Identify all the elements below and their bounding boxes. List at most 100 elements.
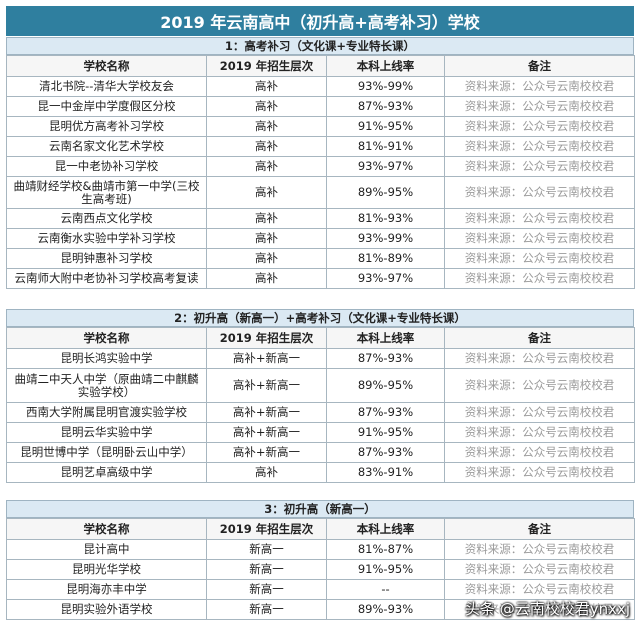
section-heading: 2：初升高（新高一）+高考补习（文化课+专业特长课） (6, 309, 634, 327)
table-row: 昆计高中 新高一 81%-87% 资料来源：公众号云南校校君 (6, 539, 635, 560)
school-name-cell: 昆明海亦丰中学 (6, 579, 207, 600)
table-row: 曲靖财经学校&曲靖市第一中学(三校生高考班) 高补 89%-95% 资料来源：公众号云… (6, 176, 635, 209)
note-cell: 资料来源：公众号云南校校君 (444, 76, 635, 97)
school-name-cell: 云南师大附中老协补习学校高考复读 (6, 268, 207, 289)
note-cell: 资料来源：公众号云南校校君 (444, 422, 635, 443)
table-row: 曲靖二中天人中学（原曲靖二中麒麟实验学校） 高补+新高一 89%-95% 资料来源：公… (6, 368, 635, 403)
table-row: 昆明钟惠补习学校 高补 81%-89% 资料来源：公众号云南校校君 (6, 248, 635, 269)
note-cell: 资料来源：公众号云南校校君 (444, 176, 635, 209)
column-header: 本科上线率 (326, 55, 445, 77)
enrollment-level-cell: 高补 (206, 76, 327, 97)
column-header: 本科上线率 (326, 327, 445, 349)
pass-rate-cell: 91%-95% (326, 116, 445, 137)
table-row: 昆明长鸿实验中学 高补+新高一 87%-93% 资料来源：公众号云南校校君 (6, 348, 635, 369)
school-name-cell: 昆明实验外语学校 (6, 599, 207, 620)
school-name-cell: 昆明优方高考补习学校 (6, 116, 207, 137)
pass-rate-cell: 83%-91% (326, 462, 445, 483)
pass-rate-cell: 91%-95% (326, 422, 445, 443)
enrollment-level-cell: 高补 (206, 462, 327, 483)
enrollment-level-cell: 高补 (206, 96, 327, 117)
column-header: 学校名称 (6, 518, 207, 540)
school-name-cell: 昆一中金岸中学度假区分校 (6, 96, 207, 117)
note-cell: 资料来源：公众号云南校校君 (444, 539, 635, 560)
enrollment-level-cell: 高补+新高一 (206, 442, 327, 463)
note-cell: 资料来源：公众号云南校校君 (444, 268, 635, 289)
pass-rate-cell: 93%-97% (326, 268, 445, 289)
school-name-cell: 昆一中老协补习学校 (6, 156, 207, 177)
enrollment-level-cell: 高补 (206, 268, 327, 289)
enrollment-level-cell: 高补 (206, 176, 327, 209)
school-name-cell: 云南名家文化艺术学校 (6, 136, 207, 157)
table-row: 昆一中老协补习学校 高补 93%-97% 资料来源：公众号云南校校君 (6, 156, 635, 177)
school-name-cell: 清北书院--清华大学校友会 (6, 76, 207, 97)
school-name-cell: 西南大学附属昆明官渡实验学校 (6, 402, 207, 423)
school-name-cell: 昆明艺卓高级中学 (6, 462, 207, 483)
pass-rate-cell: 91%-95% (326, 559, 445, 580)
watermark-text: 头条 @云南校校君ynxxj (464, 600, 630, 618)
table-row: 云南西点文化学校 高补 81%-93% 资料来源：公众号云南校校君 (6, 208, 635, 229)
table-header-row: 学校名称 2019 年招生层次 本科上线率 备注 (6, 327, 635, 349)
enrollment-level-cell: 高补 (206, 116, 327, 137)
table-row: 昆明实验外语学校 新高一 89%-93% 资料来源：公众号云南校校君 (6, 599, 635, 620)
table-row: 昆明优方高考补习学校 高补 91%-95% 资料来源：公众号云南校校君 (6, 116, 635, 137)
column-header: 备注 (444, 327, 635, 349)
pass-rate-cell: 87%-93% (326, 348, 445, 369)
note-cell: 资料来源：公众号云南校校君 (444, 442, 635, 463)
pass-rate-cell: 81%-93% (326, 208, 445, 229)
pass-rate-cell: 93%-99% (326, 76, 445, 97)
pass-rate-cell: 89%-95% (326, 176, 445, 209)
pass-rate-cell: 81%-91% (326, 136, 445, 157)
note-cell: 资料来源：公众号云南校校君 (444, 402, 635, 423)
pass-rate-cell: 81%-87% (326, 539, 445, 560)
section-1: 1：高考补习（文化课+专业特长课） 学校名称 2019 年招生层次 本科上线率 备注 清北… (6, 37, 635, 289)
note-cell: 资料来源：公众号云南校校君 (444, 599, 635, 620)
enrollment-level-cell: 新高一 (206, 579, 327, 600)
enrollment-level-cell: 高补+新高一 (206, 348, 327, 369)
note-cell: 资料来源：公众号云南校校君 (444, 96, 635, 117)
table-row: 清北书院--清华大学校友会 高补 93%-99% 资料来源：公众号云南校校君 (6, 76, 635, 97)
table-row: 云南师大附中老协补习学校高考复读 高补 93%-97% 资料来源：公众号云南校校君 (6, 268, 635, 289)
enrollment-level-cell: 高补+新高一 (206, 402, 327, 423)
table-row: 昆明海亦丰中学 新高一 -- 资料来源：公众号云南校校君 (6, 579, 635, 600)
column-header: 2019 年招生层次 (206, 518, 327, 540)
note-cell: 资料来源：公众号云南校校君 (444, 208, 635, 229)
column-header: 2019 年招生层次 (206, 327, 327, 349)
table-header-row: 学校名称 2019 年招生层次 本科上线率 备注 (6, 518, 635, 540)
school-name-cell: 昆明长鸿实验中学 (6, 348, 207, 369)
table-row: 云南衡水实验中学补习学校 高补 93%-99% 资料来源：公众号云南校校君 (6, 228, 635, 249)
table-row: 云南名家文化艺术学校 高补 81%-91% 资料来源：公众号云南校校君 (6, 136, 635, 157)
enrollment-level-cell: 高补 (206, 248, 327, 269)
enrollment-level-cell: 高补+新高一 (206, 368, 327, 403)
school-name-cell: 昆明光华学校 (6, 559, 207, 580)
school-name-cell: 云南衡水实验中学补习学校 (6, 228, 207, 249)
pass-rate-cell: 81%-89% (326, 248, 445, 269)
section-2: 2：初升高（新高一）+高考补习（文化课+专业特长课） 学校名称 2019 年招生层次… (6, 309, 635, 483)
column-header: 备注 (444, 55, 635, 77)
pass-rate-cell: 89%-95% (326, 368, 445, 403)
enrollment-level-cell: 新高一 (206, 599, 327, 620)
note-cell: 资料来源：公众号云南校校君 (444, 228, 635, 249)
column-header: 2019 年招生层次 (206, 55, 327, 77)
column-header: 备注 (444, 518, 635, 540)
column-header: 本科上线率 (326, 518, 445, 540)
pass-rate-cell: 93%-99% (326, 228, 445, 249)
note-cell: 资料来源：公众号云南校校君 (444, 559, 635, 580)
pass-rate-cell: 89%-93% (326, 599, 445, 620)
enrollment-level-cell: 高补 (206, 136, 327, 157)
school-name-cell: 昆明钟惠补习学校 (6, 248, 207, 269)
school-name-cell: 昆计高中 (6, 539, 207, 560)
table-row: 昆明云华实验中学 高补+新高一 91%-95% 资料来源：公众号云南校校君 (6, 422, 635, 443)
pass-rate-cell: 87%-93% (326, 96, 445, 117)
table-row: 昆明光华学校 新高一 91%-95% 资料来源：公众号云南校校君 (6, 559, 635, 580)
note-cell: 资料来源：公众号云南校校君 (444, 348, 635, 369)
note-cell: 资料来源：公众号云南校校君 (444, 248, 635, 269)
note-cell: 资料来源：公众号云南校校君 (444, 156, 635, 177)
column-header: 学校名称 (6, 327, 207, 349)
page-title: 2019 年云南高中（初升高+高考补习）学校 (6, 6, 634, 36)
enrollment-level-cell: 高补 (206, 208, 327, 229)
school-name-cell: 昆明云华实验中学 (6, 422, 207, 443)
table-header-row: 学校名称 2019 年招生层次 本科上线率 备注 (6, 55, 635, 77)
enrollment-level-cell: 高补 (206, 156, 327, 177)
column-header: 学校名称 (6, 55, 207, 77)
